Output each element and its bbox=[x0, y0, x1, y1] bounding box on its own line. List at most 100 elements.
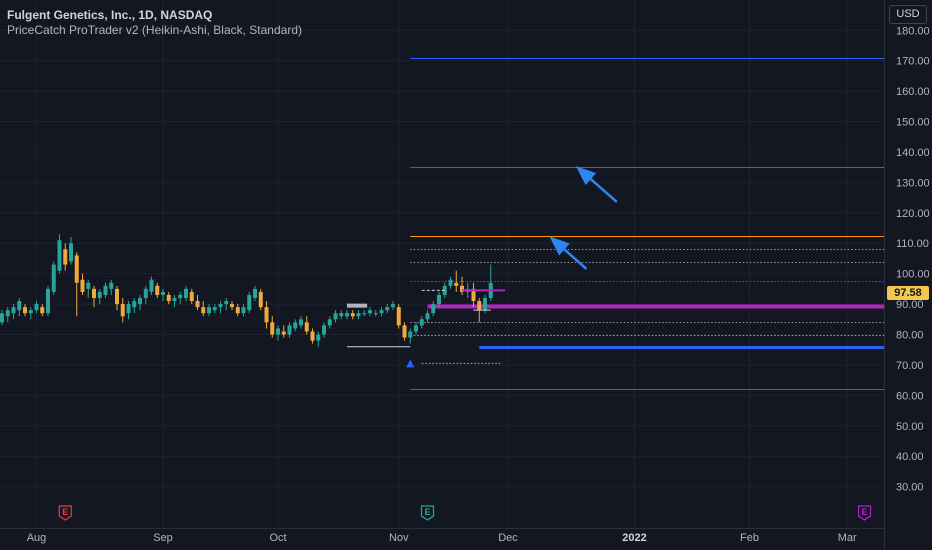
candle-body bbox=[46, 288, 50, 314]
trend-arrow bbox=[575, 165, 618, 203]
x-tick-label: Sep bbox=[153, 532, 173, 544]
candle-body bbox=[391, 304, 395, 308]
arrow-shaft bbox=[563, 248, 587, 270]
indicator-title[interactable]: PriceCatch ProTrader v2 (Heikin-Ashi, Bl… bbox=[7, 23, 302, 37]
y-tick-label: 120.00 bbox=[896, 208, 930, 220]
candle-body bbox=[362, 313, 367, 315]
candle-body bbox=[0, 313, 4, 323]
arrow-head bbox=[549, 236, 570, 256]
candle-body bbox=[345, 313, 349, 317]
candle-body bbox=[419, 319, 424, 326]
candle-body bbox=[11, 307, 16, 314]
candle-body bbox=[74, 255, 79, 283]
symbol-title[interactable]: Fulgent Genetics, Inc., 1D, NASDAQ bbox=[7, 8, 213, 22]
candle-body bbox=[454, 282, 459, 286]
candle-body bbox=[34, 304, 39, 311]
candle-body bbox=[350, 313, 355, 317]
earnings-icon[interactable]: E bbox=[58, 505, 72, 521]
earnings-icon[interactable]: E bbox=[857, 505, 872, 521]
candle-body bbox=[189, 291, 194, 302]
earnings-icon[interactable]: E bbox=[420, 505, 435, 521]
candle-body bbox=[264, 307, 269, 323]
candle-body bbox=[293, 322, 298, 329]
candle-body bbox=[396, 307, 401, 326]
candle-body bbox=[92, 288, 96, 299]
x-tick-label: Dec bbox=[498, 532, 518, 544]
candle-body bbox=[161, 291, 165, 295]
chart-legend: Fulgent Genetics, Inc., 1D, NASDAQ Price… bbox=[7, 8, 302, 38]
candle-body bbox=[281, 331, 286, 335]
last-price-label: 97.58 bbox=[887, 286, 929, 300]
candle-body bbox=[69, 243, 73, 262]
candle-body bbox=[258, 291, 263, 308]
candle-body bbox=[270, 322, 275, 335]
candle-body bbox=[448, 279, 453, 286]
arrow-shaft bbox=[589, 177, 618, 203]
candle-body bbox=[379, 310, 384, 314]
buy-signal-triangle bbox=[406, 359, 415, 368]
candle-body bbox=[166, 294, 171, 302]
earnings-label: E bbox=[62, 507, 68, 517]
candle-body bbox=[327, 319, 332, 326]
candle-body bbox=[17, 301, 22, 311]
x-tick-label: Nov bbox=[389, 532, 409, 544]
candle-body bbox=[115, 288, 119, 305]
earnings-badge bbox=[420, 505, 435, 521]
candle-body bbox=[373, 313, 378, 315]
candle-body bbox=[437, 294, 441, 305]
candle-body bbox=[310, 331, 315, 341]
candle-body bbox=[477, 301, 482, 311]
candle-body bbox=[57, 240, 62, 271]
earnings-badge bbox=[58, 505, 72, 521]
y-tick-label: 160.00 bbox=[896, 86, 930, 98]
candle-body bbox=[155, 285, 160, 295]
candle-body bbox=[63, 249, 68, 265]
candle-body bbox=[132, 301, 137, 308]
candle-body bbox=[195, 301, 200, 308]
candle-body bbox=[425, 313, 430, 320]
earnings-label: E bbox=[424, 507, 430, 517]
candle-body bbox=[80, 279, 85, 292]
candle-body bbox=[120, 304, 125, 317]
candle-body bbox=[431, 304, 436, 314]
candle-body bbox=[40, 307, 45, 314]
candles bbox=[0, 234, 493, 347]
candle-body bbox=[126, 304, 131, 314]
x-tick-label: Feb bbox=[740, 532, 759, 544]
y-tick-label: 90.00 bbox=[896, 299, 924, 311]
candle-body bbox=[218, 304, 223, 308]
candle-body bbox=[253, 288, 257, 299]
y-tick-label: 180.00 bbox=[896, 25, 930, 37]
y-tick-label: 50.00 bbox=[896, 421, 924, 433]
candle-body bbox=[23, 307, 27, 314]
candle-body bbox=[299, 319, 303, 326]
candle-body bbox=[207, 307, 211, 314]
candle-body bbox=[97, 291, 102, 299]
candle-body bbox=[235, 307, 240, 314]
grid bbox=[0, 0, 884, 528]
indicator-levels bbox=[410, 58, 884, 390]
currency-button[interactable]: USD bbox=[889, 5, 927, 24]
y-tick-label: 140.00 bbox=[896, 147, 930, 159]
y-tick-label: 40.00 bbox=[896, 451, 924, 463]
candle-body bbox=[86, 282, 91, 289]
candle-body bbox=[304, 322, 309, 332]
candle-body bbox=[184, 288, 188, 299]
candle-body bbox=[356, 313, 361, 317]
y-tick-label: 70.00 bbox=[896, 360, 924, 372]
y-tick-label: 80.00 bbox=[896, 330, 924, 342]
trend-arrow bbox=[549, 236, 587, 270]
candle-body bbox=[224, 301, 229, 305]
candle-body bbox=[483, 298, 487, 311]
candle-body bbox=[402, 325, 407, 338]
candle-body bbox=[138, 298, 142, 305]
candle-body bbox=[408, 331, 413, 338]
candle-body bbox=[172, 298, 177, 302]
y-tick-label: 30.00 bbox=[896, 482, 924, 494]
price-axis-bg bbox=[884, 0, 932, 550]
candle-body bbox=[316, 334, 321, 341]
candle-body bbox=[201, 307, 206, 314]
